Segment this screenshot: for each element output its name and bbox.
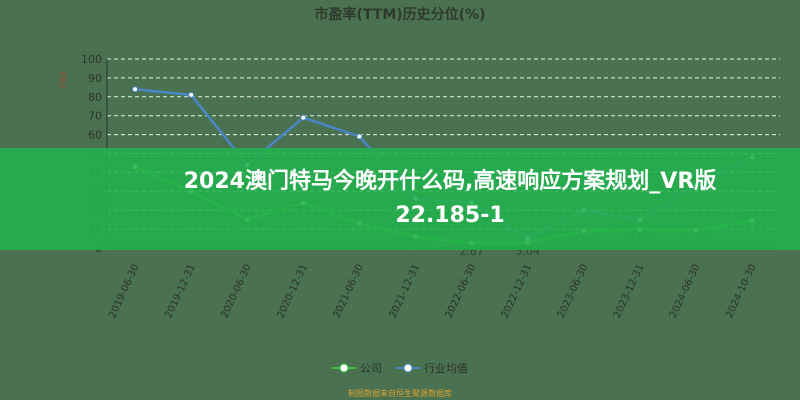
overlay-banner: 2024澳门特马今晚开什么码,高速响应方案规划_VR版 22.185-1 (0, 148, 800, 250)
legend-industry-marker-icon (396, 363, 420, 373)
x-tick-label: 2020-06-30 (219, 263, 254, 320)
legend-company-marker-icon (332, 363, 356, 373)
y-tick-label: 80 (88, 91, 102, 104)
banner-line2: 22.185-1 (395, 203, 505, 228)
x-tick-label: 2022-12-31 (500, 263, 535, 320)
data-point (188, 91, 195, 98)
data-point (356, 133, 363, 140)
x-tick-label: 2020-12-31 (275, 263, 310, 320)
legend: 公司 行业均值 (0, 360, 800, 376)
x-tick-label: 2023-06-30 (556, 263, 591, 320)
x-tick-label: 2021-06-30 (332, 263, 367, 320)
chart-title: 市盈率(TTM)历史分位(%) (314, 7, 486, 23)
x-tick-label: 2021-12-31 (388, 263, 423, 320)
x-tick-label: 2024-10-30 (724, 263, 759, 320)
y-tick-label: 60 (88, 129, 102, 142)
x-tick-label: 2022-06-30 (444, 263, 479, 320)
x-tick-label: 2019-12-31 (163, 263, 198, 320)
y-tick-label: 70 (88, 110, 102, 123)
y-tick-label: 90 (88, 72, 102, 85)
y-axis-label: (%) (59, 72, 69, 88)
legend-label: 公司 (360, 362, 382, 375)
legend-industry[interactable]: 行业均值 (396, 360, 468, 376)
footnote: 制图数据来自恒生聚源数据库 (348, 389, 452, 398)
data-point (132, 86, 139, 93)
banner-line1: 2024澳门特马今晚开什么码,高速响应方案规划_VR版 (183, 169, 717, 194)
legend-label: 行业均值 (424, 362, 468, 375)
legend-company[interactable]: 公司 (332, 360, 382, 376)
x-tick-label: 2023-12-31 (612, 263, 647, 320)
x-tick-label: 2019-06-30 (107, 263, 142, 320)
data-point (300, 114, 307, 121)
y-tick-label: 100 (81, 53, 102, 66)
x-tick-label: 2024-06-30 (668, 263, 703, 320)
